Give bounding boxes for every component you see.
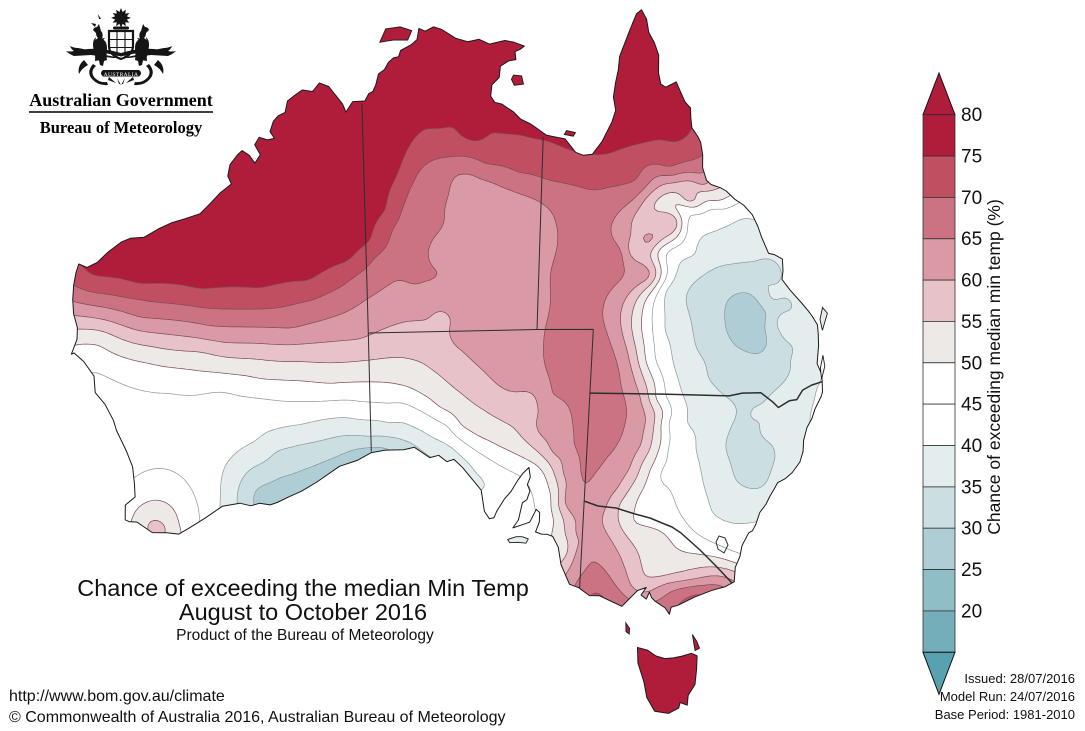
svg-text:40: 40 bbox=[961, 436, 982, 457]
svg-text:50: 50 bbox=[961, 353, 982, 374]
svg-text:30: 30 bbox=[961, 519, 982, 540]
svg-text:65: 65 bbox=[961, 229, 982, 250]
svg-text:35: 35 bbox=[961, 477, 982, 498]
svg-text:20: 20 bbox=[961, 601, 982, 622]
svg-text:75: 75 bbox=[961, 147, 982, 168]
svg-text:http://www.bom.gov.au/climate: http://www.bom.gov.au/climate bbox=[9, 688, 225, 705]
svg-text:Base Period: 1981-2010: Base Period: 1981-2010 bbox=[935, 707, 1075, 722]
svg-text:Chance of exceeding median min: Chance of exceeding median min temp (%) bbox=[984, 199, 1004, 535]
svg-text:AUSTRALIA: AUSTRALIA bbox=[104, 72, 139, 78]
svg-text:60: 60 bbox=[961, 271, 982, 292]
svg-text:Bureau of Meteorology: Bureau of Meteorology bbox=[40, 118, 203, 137]
svg-text:Chance of exceeding the median: Chance of exceeding the median Min Temp bbox=[77, 575, 529, 601]
svg-text:55: 55 bbox=[961, 312, 982, 333]
svg-text:Product of the Bureau of Meteo: Product of the Bureau of Meteorology bbox=[176, 627, 434, 644]
svg-text:Issued: 28/07/2016: Issued: 28/07/2016 bbox=[964, 671, 1075, 686]
svg-text:45: 45 bbox=[961, 395, 982, 416]
svg-text:© Commonwealth of Australia 20: © Commonwealth of Australia 2016, Austra… bbox=[9, 709, 506, 726]
svg-text:Australian Government: Australian Government bbox=[29, 90, 213, 110]
svg-text:80: 80 bbox=[961, 105, 982, 126]
svg-text:25: 25 bbox=[961, 560, 982, 581]
svg-text:August to October 2016: August to October 2016 bbox=[179, 599, 427, 625]
svg-text:Model Run: 24/07/2016: Model Run: 24/07/2016 bbox=[940, 689, 1075, 704]
svg-text:70: 70 bbox=[961, 188, 982, 209]
